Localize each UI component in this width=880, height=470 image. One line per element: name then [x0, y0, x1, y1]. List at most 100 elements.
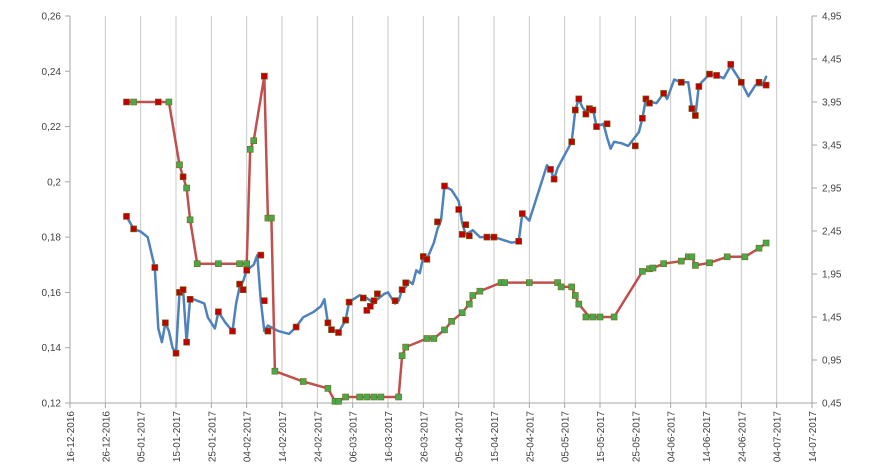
red-data-marker	[568, 138, 576, 146]
green-data-marker	[723, 253, 731, 261]
red-data-marker	[179, 286, 187, 294]
green-data-marker	[183, 184, 190, 192]
right-y-tick-label: 4,95	[822, 12, 842, 23]
red-data-marker	[162, 319, 169, 327]
red-data-marker	[639, 115, 646, 122]
x-tick-label: 05-04-2017	[455, 411, 466, 463]
x-tick-label: 15-04-2017	[490, 411, 501, 463]
x-tick-label: 26-12-2016	[101, 411, 112, 463]
red-data-marker	[695, 83, 703, 90]
red-data-marker	[755, 79, 763, 86]
green-data-marker	[448, 317, 455, 325]
red-data-marker	[123, 213, 130, 220]
green-data-marker	[525, 279, 533, 286]
green-data-marker	[423, 335, 431, 342]
red-data-marker	[589, 106, 597, 114]
green-data-marker	[430, 335, 438, 342]
blue-series-line	[125, 64, 768, 355]
green-data-marker	[402, 343, 410, 351]
red-data-marker	[359, 294, 367, 302]
red-data-marker	[324, 319, 332, 327]
green-data-marker	[610, 313, 618, 321]
red-data-marker	[402, 279, 410, 287]
red-data-marker	[713, 72, 720, 79]
red-data-marker	[571, 106, 579, 114]
x-tick-label: 25-05-2017	[631, 411, 642, 463]
green-data-marker	[441, 326, 448, 334]
green-data-marker	[660, 260, 667, 268]
red-data-marker	[366, 302, 374, 310]
red-data-marker	[458, 231, 466, 238]
green-data-marker	[458, 309, 466, 317]
red-data-marker	[465, 232, 473, 240]
red-data-marker	[215, 308, 222, 316]
red-data-marker	[391, 297, 399, 305]
green-data-marker	[649, 264, 657, 272]
right-y-tick-label: 0,45	[822, 399, 842, 410]
left-y-tick-label: 0,26	[42, 12, 62, 23]
red-data-marker	[183, 338, 190, 346]
red-data-marker	[603, 120, 611, 128]
red-data-marker	[441, 182, 448, 190]
green-data-marker	[755, 244, 763, 252]
red-data-marker	[688, 105, 696, 112]
red-data-marker	[363, 307, 371, 314]
green-data-marker	[193, 260, 201, 268]
green-data-marker	[469, 292, 477, 299]
green-data-marker	[639, 268, 646, 275]
green-data-marker	[335, 397, 342, 405]
green-data-marker	[377, 393, 385, 401]
x-tick-label: 14-06-2017	[702, 411, 713, 463]
green-data-marker	[395, 393, 402, 401]
red-data-marker	[342, 316, 349, 324]
x-tick-label: 15-01-2017	[172, 411, 183, 463]
red-data-marker	[370, 297, 378, 305]
green-data-marker	[215, 260, 222, 268]
x-tick-label: 16-12-2016	[66, 411, 77, 463]
x-tick-label: 05-05-2017	[561, 411, 572, 463]
red-data-marker	[123, 98, 130, 106]
green-data-marker	[176, 161, 183, 169]
right-y-tick-label: 3,95	[822, 98, 842, 109]
green-data-marker	[363, 393, 371, 401]
green-data-marker	[465, 300, 473, 308]
red-data-marker	[706, 70, 713, 78]
red-data-marker	[423, 255, 431, 263]
green-data-marker	[342, 393, 349, 401]
x-tick-label: 24-02-2017	[313, 411, 324, 463]
green-data-marker	[236, 260, 243, 268]
right-y-tick-labels: 0,45 0,95 1,45 1,95 2,45 2,95 3,45 3,95 4,45 4,95	[822, 12, 842, 410]
green-data-marker	[554, 279, 561, 286]
red-data-marker	[455, 206, 463, 213]
left-y-tick-label: 0,24	[42, 67, 62, 78]
red-data-marker	[236, 280, 243, 288]
red-data-marker	[462, 221, 470, 228]
x-tick-label: 04-06-2017	[667, 411, 678, 463]
red-data-marker	[179, 173, 187, 181]
x-tick-label: 04-02-2017	[243, 411, 254, 463]
green-data-marker	[589, 313, 597, 321]
green-data-marker	[582, 313, 590, 321]
right-y-tick-label: 4,45	[822, 55, 842, 66]
green-data-marker	[271, 367, 279, 375]
green-data-marker	[568, 283, 576, 291]
red-data-marker	[130, 225, 137, 233]
green-data-marker	[706, 259, 713, 267]
red-data-marker	[646, 99, 653, 107]
right-y-tick-label: 2,45	[822, 227, 842, 238]
left-y-tick-label: 0,16	[42, 288, 62, 299]
red-data-marker	[239, 286, 247, 294]
green-data-marker	[299, 378, 307, 385]
red-data-marker	[374, 290, 381, 298]
red-data-marker	[550, 175, 558, 183]
green-data-marker	[501, 279, 508, 286]
red-data-marker	[264, 327, 272, 335]
green-data-marker	[370, 393, 378, 401]
green-data-marker	[677, 257, 685, 265]
x-tick-labels: 16-12-2016 26-12-2016 05-01-2017 15-01-2017…	[66, 411, 819, 463]
x-tick-label: 25-04-2017	[525, 411, 536, 463]
series-markers	[123, 61, 770, 405]
